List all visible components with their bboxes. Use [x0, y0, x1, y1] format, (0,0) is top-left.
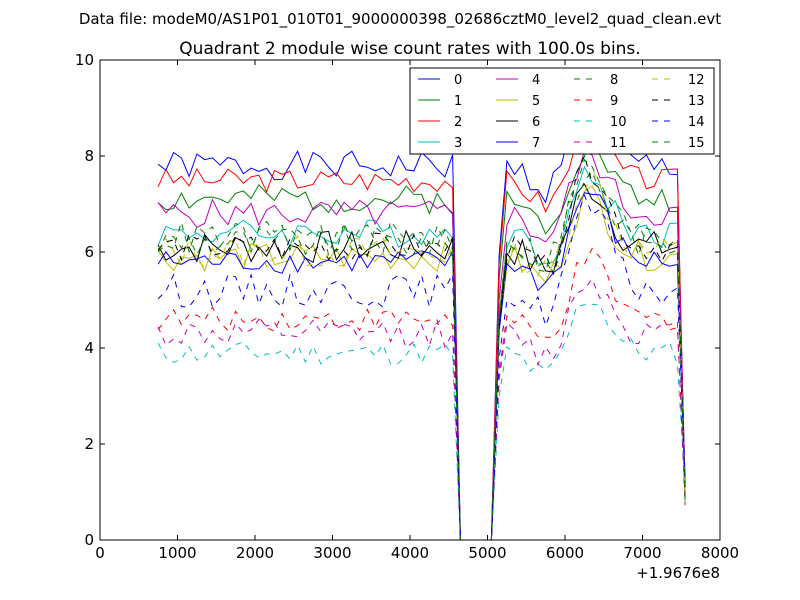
series-line-15: [157, 158, 686, 540]
legend-label-4: 4: [532, 73, 540, 88]
legend-label-6: 6: [532, 115, 540, 130]
y-tick-label: 10: [75, 51, 94, 69]
x-axis: 0 1000 2000 3000 4000 5000 6000 7000 8000: [95, 60, 739, 562]
x-tick-label: 7000: [623, 544, 661, 562]
series-line-2: [157, 128, 686, 540]
legend-label-1: 1: [454, 94, 462, 109]
y-tick-label: 0: [84, 531, 94, 549]
x-tick-label: 6000: [546, 544, 584, 562]
x-tick-label: 8000: [701, 544, 739, 562]
legend-label-7: 7: [532, 136, 540, 151]
y-tick-label: 2: [84, 435, 94, 453]
y-tick-label: 4: [84, 339, 94, 357]
x-tick-label: 4000: [391, 544, 429, 562]
legend-label-2: 2: [454, 115, 462, 130]
legend-label-11: 11: [610, 136, 627, 151]
series-line-7: [157, 192, 686, 540]
chart-suptitle: Data file: modeM0/AS1P01_010T01_90000003…: [79, 10, 721, 29]
series-line-9: [157, 247, 686, 540]
series-line-3: [157, 165, 686, 540]
series-line-13: [157, 154, 686, 540]
legend-label-12: 12: [688, 73, 705, 88]
y-tick-label: 8: [84, 147, 94, 165]
series-line-14: [157, 193, 686, 540]
series-line-1: [157, 133, 686, 540]
legend-label-10: 10: [610, 115, 627, 130]
x-offset-label: +1.9676e8: [636, 564, 720, 582]
legend-label-15: 15: [688, 136, 705, 151]
series-layer: [157, 108, 686, 540]
x-tick-label: 2000: [236, 544, 274, 562]
x-tick-label: 5000: [468, 544, 506, 562]
legend-frame: [409, 67, 715, 155]
x-tick-label: 1000: [158, 544, 196, 562]
chart-title: Quadrant 2 module wise count rates with …: [179, 39, 640, 59]
legend-label-3: 3: [454, 136, 462, 151]
y-tick-label: 6: [84, 243, 94, 261]
legend-label-9: 9: [610, 94, 618, 109]
legend-label-5: 5: [532, 94, 540, 109]
series-line-6: [157, 183, 686, 540]
legend-label-14: 14: [688, 115, 705, 130]
series-line-10: [157, 303, 686, 540]
x-tick-label: 3000: [313, 544, 351, 562]
series-line-12: [157, 168, 686, 540]
legend-label-0: 0: [454, 73, 462, 88]
series-line-11: [157, 277, 686, 540]
legend-label-13: 13: [688, 94, 705, 109]
x-tick-label: 0: [95, 544, 105, 562]
legend-label-8: 8: [610, 73, 618, 88]
series-line-4: [157, 149, 686, 540]
